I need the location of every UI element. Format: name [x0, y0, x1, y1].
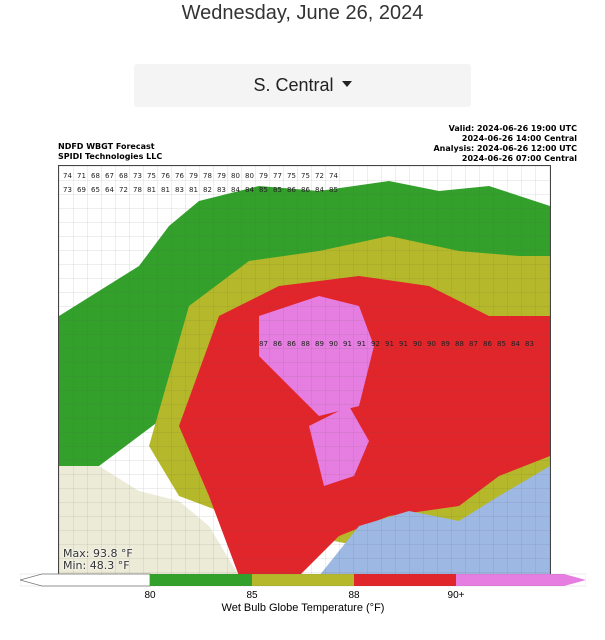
sample-value: 89: [441, 340, 450, 348]
sample-value: 72: [119, 186, 128, 194]
sample-value: 92: [371, 340, 380, 348]
sample-value: 88: [301, 340, 310, 348]
sample-value: 88: [455, 340, 464, 348]
colorbar-tick-85: 85: [246, 590, 258, 601]
region-dropdown-label: S. Central: [253, 75, 334, 95]
colorbar-below-80: [20, 573, 151, 587]
sample-value: 79: [217, 172, 226, 180]
sample-value: 86: [483, 340, 492, 348]
sample-value: 76: [175, 172, 184, 180]
sample-value: 72: [315, 172, 324, 180]
sample-value: 86: [287, 186, 296, 194]
sample-value: 68: [119, 172, 128, 180]
map-time-info: Valid: 2024-06-26 19:00 UTC 2024-06-26 1…: [433, 124, 577, 164]
map-title: NDFD WBGT Forecast SPIDI Technologies LL…: [58, 142, 162, 162]
sample-value: 90: [427, 340, 436, 348]
colorbar-tick-80: 80: [144, 590, 156, 601]
sample-value: 84: [231, 186, 240, 194]
sample-value: 79: [259, 172, 268, 180]
sample-value: 71: [77, 172, 86, 180]
sample-value: 90: [413, 340, 422, 348]
colorbar-label: Wet Bulb Globe Temperature (°F): [221, 602, 385, 614]
colorbar-tick-88: 88: [348, 590, 360, 601]
sample-value: 76: [161, 172, 170, 180]
sample-value: 87: [259, 340, 268, 348]
sample-value: 85: [273, 186, 282, 194]
sample-value: 82: [203, 186, 212, 194]
valid-utc: Valid: 2024-06-26 19:00 UTC: [448, 124, 577, 133]
colorbar-85-88: [252, 574, 354, 586]
sample-value: 90: [329, 340, 338, 348]
sample-value: 87: [469, 340, 478, 348]
sample-value: 83: [175, 186, 184, 194]
sample-value: 83: [525, 340, 534, 348]
colorbar: [20, 573, 586, 587]
caret-down-icon: [341, 80, 352, 87]
valid-central: 2024-06-26 14:00 Central: [461, 134, 577, 143]
sample-value: 74: [63, 172, 72, 180]
sample-value: 91: [357, 340, 366, 348]
colorbar-88-90: [354, 574, 456, 586]
sample-value: 67: [105, 172, 114, 180]
map-title-line: SPIDI Technologies LLC: [58, 152, 163, 161]
sample-value: 81: [189, 186, 198, 194]
colorbar-frame: [20, 573, 586, 587]
sample-value: 73: [133, 172, 142, 180]
sample-value: 80: [245, 172, 254, 180]
sample-value: 81: [161, 186, 170, 194]
sample-value: 64: [105, 186, 114, 194]
sample-value: 81: [147, 186, 156, 194]
sample-value: 84: [315, 186, 324, 194]
analysis-utc: Analysis: 2024-06-26 12:00 UTC: [433, 144, 577, 153]
region-dropdown[interactable]: S. Central: [134, 64, 471, 107]
max-value: Max: 93.8 °F: [63, 547, 133, 560]
sample-value: 68: [91, 172, 100, 180]
sample-value: 91: [343, 340, 352, 348]
sample-value: 74: [329, 172, 338, 180]
sample-value: 77: [273, 172, 282, 180]
sample-value: 86: [273, 340, 282, 348]
sample-value: 65: [91, 186, 100, 194]
sample-value: 78: [133, 186, 142, 194]
sample-value: 83: [217, 186, 226, 194]
sample-value: 69: [77, 186, 86, 194]
sample-value: 84: [245, 186, 254, 194]
county-grid: [59, 166, 550, 576]
map-title-line: NDFD WBGT Forecast: [58, 142, 155, 151]
sample-value: 80: [231, 172, 240, 180]
sample-value: 86: [301, 186, 310, 194]
sample-value: 75: [147, 172, 156, 180]
analysis-central: 2024-06-26 07:00 Central: [461, 154, 577, 163]
sample-value: 84: [511, 340, 520, 348]
sample-value: 75: [301, 172, 310, 180]
map-panel: 74 71 68 67 68 73 75 76 76 79 78 79 80 8…: [58, 165, 551, 577]
colorbar-90-plus: [456, 574, 586, 586]
min-value: Min: 48.3 °F: [63, 559, 130, 572]
sample-value: 79: [189, 172, 198, 180]
sample-value: 91: [399, 340, 408, 348]
colorbar-tick-90-plus: 90+: [447, 590, 465, 601]
wbgt-map: 74 71 68 67 68 73 75 76 76 79 78 79 80 8…: [59, 166, 550, 576]
sample-value: 73: [63, 186, 72, 194]
max-min-readout: Max: 93.8 °F Min: 48.3 °F: [63, 548, 133, 572]
sample-value: 89: [315, 340, 324, 348]
wbgt-map-figure: NDFD WBGT Forecast SPIDI Technologies LL…: [20, 120, 586, 620]
colorbar-80-85: [150, 574, 252, 586]
sample-value: 85: [329, 186, 338, 194]
sample-value: 85: [259, 186, 268, 194]
sample-value: 78: [203, 172, 212, 180]
sample-value: 75: [287, 172, 296, 180]
sample-value: 91: [385, 340, 394, 348]
sample-value: 85: [497, 340, 506, 348]
sample-value: 86: [287, 340, 296, 348]
date-title: Wednesday, June 26, 2024: [181, 2, 424, 24]
